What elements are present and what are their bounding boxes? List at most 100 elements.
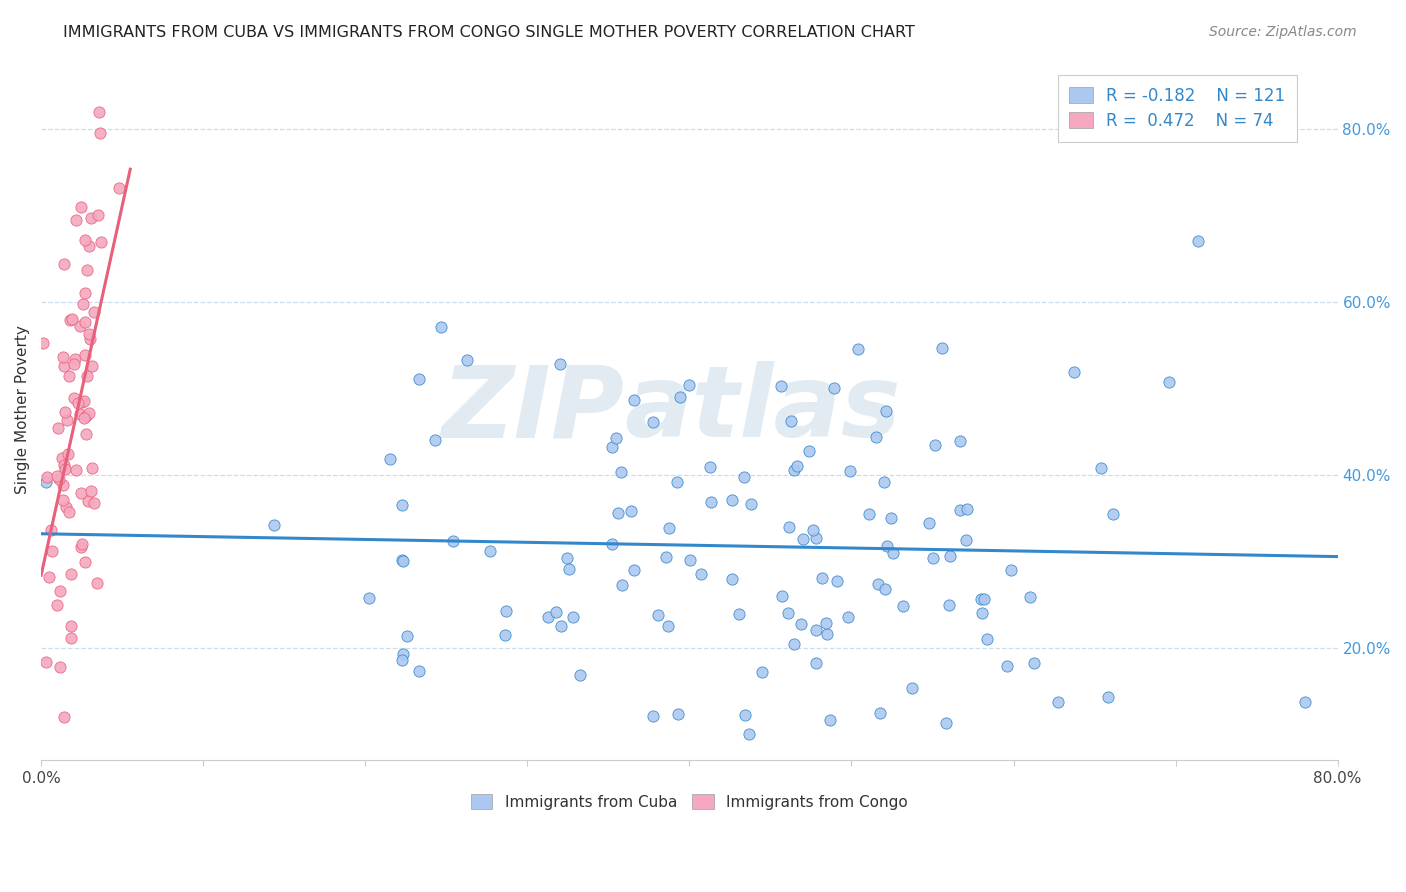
Point: [837, 609, 859, 624]
Point: [875, 403, 897, 417]
Point: [430, 319, 453, 334]
Point: [52, 710, 75, 724]
Point: [1102, 507, 1125, 521]
Point: [939, 549, 962, 564]
Point: [59, 566, 82, 581]
Point: [665, 475, 688, 489]
Point: [52, 257, 75, 271]
Point: [1157, 375, 1180, 389]
Point: [799, 444, 821, 458]
Point: [76, 369, 98, 384]
Point: [922, 550, 945, 565]
Point: [73, 348, 96, 362]
Point: [60, 619, 83, 633]
Point: [769, 379, 792, 393]
Y-axis label: Single Mother Poverty: Single Mother Poverty: [15, 326, 30, 494]
Point: [58, 505, 80, 519]
Point: [901, 681, 924, 695]
Point: [378, 452, 401, 467]
Text: atlas: atlas: [624, 361, 901, 458]
Point: [391, 499, 413, 513]
Point: [609, 466, 631, 480]
Point: [77, 493, 100, 508]
Point: [569, 668, 592, 682]
Point: [391, 653, 413, 667]
Point: [740, 497, 762, 511]
Point: [51, 451, 73, 466]
Point: [938, 599, 960, 613]
Text: IMMIGRANTS FROM CUBA VS IMMIGRANTS FROM CONGO SINGLE MOTHER POVERTY CORRELATION : IMMIGRANTS FROM CUBA VS IMMIGRANTS FROM …: [63, 25, 915, 40]
Point: [562, 610, 585, 624]
Point: [733, 470, 755, 484]
Point: [83, 495, 105, 509]
Point: [56, 413, 79, 427]
Point: [1000, 563, 1022, 577]
Point: [73, 411, 96, 425]
Point: [46, 469, 69, 483]
Point: [721, 572, 744, 586]
Point: [778, 520, 800, 534]
Legend: Immigrants from Cuba, Immigrants from Congo: Immigrants from Cuba, Immigrants from Co…: [465, 788, 914, 816]
Point: [918, 516, 941, 530]
Point: [80, 211, 103, 226]
Point: [75, 233, 97, 247]
Point: [727, 607, 749, 621]
Point: [924, 438, 946, 452]
Point: [955, 533, 977, 548]
Point: [60, 312, 83, 326]
Point: [751, 665, 773, 679]
Point: [59, 632, 82, 646]
Point: [669, 390, 692, 404]
Point: [391, 553, 413, 567]
Point: [600, 537, 623, 551]
Point: [87, 208, 110, 222]
Point: [48, 584, 70, 599]
Point: [770, 589, 793, 603]
Point: [31, 335, 53, 350]
Point: [495, 604, 517, 618]
Point: [65, 213, 87, 227]
Point: [396, 629, 419, 643]
Point: [846, 342, 869, 356]
Point: [53, 405, 76, 419]
Point: [41, 544, 63, 558]
Point: [558, 562, 581, 576]
Point: [956, 502, 979, 516]
Point: [868, 577, 890, 591]
Point: [46, 599, 69, 613]
Point: [441, 534, 464, 549]
Point: [858, 507, 880, 521]
Point: [972, 606, 994, 620]
Point: [494, 628, 516, 642]
Point: [66, 395, 89, 409]
Point: [51, 350, 73, 364]
Point: [690, 567, 713, 582]
Point: [546, 605, 568, 619]
Point: [63, 351, 86, 366]
Point: [72, 296, 94, 310]
Point: [678, 377, 700, 392]
Point: [359, 591, 381, 605]
Point: [647, 608, 669, 623]
Point: [86, 575, 108, 590]
Point: [391, 554, 413, 568]
Point: [49, 660, 72, 674]
Point: [408, 372, 430, 386]
Point: [641, 416, 664, 430]
Point: [392, 647, 415, 661]
Point: [79, 332, 101, 346]
Point: [700, 495, 723, 509]
Point: [949, 434, 972, 449]
Point: [931, 341, 953, 355]
Point: [811, 571, 834, 585]
Point: [69, 407, 91, 421]
Point: [35, 475, 58, 490]
Point: [52, 359, 75, 374]
Point: [880, 511, 903, 525]
Point: [666, 706, 689, 721]
Point: [949, 503, 972, 517]
Point: [935, 715, 957, 730]
Point: [77, 239, 100, 253]
Point: [52, 493, 75, 508]
Point: [973, 591, 995, 606]
